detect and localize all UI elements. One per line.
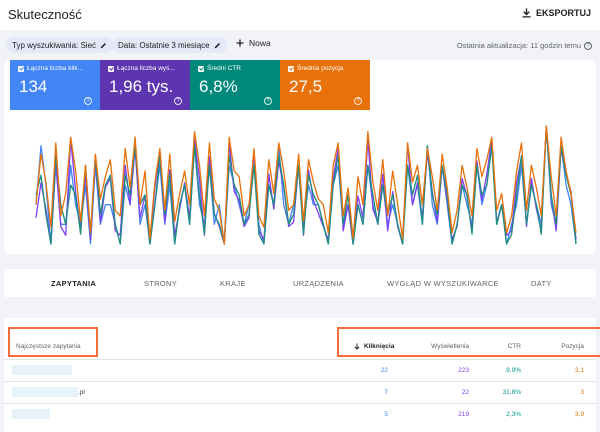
clicks-cell: 22 xyxy=(380,367,388,374)
series-line-position xyxy=(35,125,577,245)
metric-label: Łączna liczba klik... xyxy=(18,65,83,72)
metric-label-text: Łączna liczba klik... xyxy=(27,65,83,72)
header-bar: Skuteczność EKSPORTUJ xyxy=(0,0,600,30)
metric-card-impressions[interactable]: Łączna liczba wyś... 1,96 tys. ? xyxy=(100,60,190,110)
position-cell: 3 xyxy=(580,389,584,396)
metric-value: 27,5 xyxy=(289,77,323,96)
metric-label-text: Łączna liczba wyś... xyxy=(117,65,175,72)
table-row[interactable]: .pl 7 22 31,8% 3 xyxy=(4,381,596,403)
redacted-query xyxy=(12,365,72,375)
clicks-column-label: Kliknięcia xyxy=(364,343,395,350)
export-label: EKSPORTUJ xyxy=(535,8,591,18)
tab-queries[interactable]: ZAPYTANIA xyxy=(51,279,97,288)
help-icon[interactable]: ? xyxy=(584,41,592,50)
series-line-ctr xyxy=(35,125,577,245)
last-update-text: Ostatnia aktualizacja: 11 godzin temu ? xyxy=(457,41,592,50)
table-row[interactable]: 5 219 2,3% 3,9 xyxy=(4,403,596,425)
metric-label: Średnia pozycja xyxy=(288,65,343,72)
impressions-column-header[interactable]: Wyświetlenia xyxy=(431,343,469,350)
checkbox-icon xyxy=(18,65,24,72)
filter-bar: Typ wyszukiwania: Sieć Data: Ostatnie 3 … xyxy=(0,30,600,60)
tab-pages[interactable]: STRONY xyxy=(144,279,178,288)
clicks-column-header[interactable]: Kliknięcia xyxy=(354,343,394,350)
metric-label: Łączna liczba wyś... xyxy=(108,65,175,72)
tab-search-appearance[interactable]: WYGLĄD W WYSZUKIWARCE xyxy=(387,279,499,288)
ctr-cell: 2,3% xyxy=(506,411,521,418)
plus-icon xyxy=(236,39,244,47)
query-column-header[interactable]: Najczęstsze zapytania xyxy=(16,343,81,350)
last-update-label: Ostatnia aktualizacja: 11 godzin temu xyxy=(456,41,581,50)
help-icon[interactable]: ? xyxy=(264,97,272,105)
metric-label: Średni CTR xyxy=(198,65,241,72)
performance-chart-card: Łączna liczba klik... 134 ? Łączna liczb… xyxy=(4,60,596,254)
metric-label-text: Średni CTR xyxy=(207,65,241,72)
tab-countries[interactable]: KRAJE xyxy=(220,279,246,288)
impressions-cell: 22 xyxy=(461,389,469,396)
help-icon[interactable]: ? xyxy=(174,97,182,105)
position-column-header[interactable]: Pozycja xyxy=(561,343,584,350)
impressions-cell: 223 xyxy=(458,367,469,374)
export-button[interactable]: EKSPORTUJ xyxy=(522,8,591,18)
checkbox-icon xyxy=(108,65,114,72)
clicks-cell: 5 xyxy=(384,411,388,418)
table-row[interactable]: 22 223 9,9% 3,1 xyxy=(4,359,596,381)
impressions-cell: 219 xyxy=(458,411,469,418)
download-icon xyxy=(522,8,531,18)
metric-card-clicks[interactable]: Łączna liczba klik... 134 ? xyxy=(10,60,100,110)
position-cell: 3,1 xyxy=(574,367,584,374)
clicks-cell: 7 xyxy=(384,389,388,396)
tab-devices[interactable]: URZĄDZENIA xyxy=(293,279,344,288)
ctr-cell: 31,8% xyxy=(502,389,521,396)
checkbox-icon xyxy=(198,65,204,72)
redacted-query xyxy=(12,387,78,397)
tab-dates[interactable]: DATY xyxy=(531,279,552,288)
ctr-column-header[interactable]: CTR xyxy=(507,343,521,350)
metric-card-position[interactable]: Średnia pozycja 27,5 ? xyxy=(280,60,370,110)
checkbox-icon xyxy=(288,65,294,72)
metric-value: 6,8% xyxy=(199,77,238,96)
date-range-chip[interactable]: Data: Ostatnie 3 miesiące xyxy=(112,37,227,53)
metric-value: 1,96 tys. xyxy=(109,77,174,96)
queries-table: Najczęstsze zapytania Kliknięcia Wyświet… xyxy=(4,318,600,432)
date-range-chip-label: Data: Ostatnie 3 miesiące xyxy=(118,40,210,50)
new-filter-button[interactable]: Nowa xyxy=(236,38,271,48)
ctr-cell: 9,9% xyxy=(506,367,521,374)
arrow-down-icon xyxy=(354,343,360,350)
metric-card-ctr[interactable]: Średni CTR 6,8% ? xyxy=(190,60,280,110)
edit-icon xyxy=(100,42,106,48)
query-text: .pl xyxy=(78,389,85,396)
page-title: Skuteczność xyxy=(8,7,82,22)
help-icon[interactable]: ? xyxy=(84,97,92,105)
edit-icon xyxy=(214,42,220,48)
metric-value: 134 xyxy=(19,77,48,96)
new-filter-label: Nowa xyxy=(249,38,271,48)
search-type-chip-label: Typ wyszukiwania: Sieć xyxy=(12,40,97,50)
search-type-chip[interactable]: Typ wyszukiwania: Sieć xyxy=(6,37,114,53)
redacted-query xyxy=(12,409,50,419)
position-cell: 3,9 xyxy=(574,411,584,418)
metric-label-text: Średnia pozycja xyxy=(297,65,344,72)
highlight-box-query-header xyxy=(8,327,98,357)
help-icon[interactable]: ? xyxy=(354,97,362,105)
performance-line-chart[interactable] xyxy=(4,120,596,254)
highlight-box-metric-headers xyxy=(337,327,600,357)
dimension-tabs: ZAPYTANIA STRONY KRAJE URZĄDZENIA WYGLĄD… xyxy=(4,269,596,297)
